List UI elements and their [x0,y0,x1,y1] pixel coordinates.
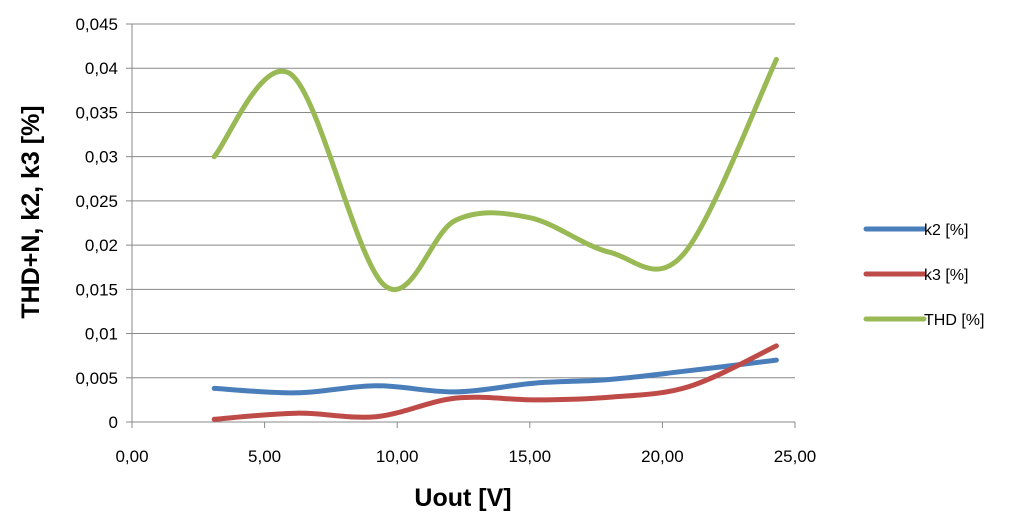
x-axis-title: Uout [V] [414,484,511,512]
grid [132,23,795,379]
y-tick-label: 0,01 [85,325,118,344]
x-tick-label: 0,00 [115,447,148,466]
y-tick-label: 0,02 [85,236,118,255]
y-tick-label: 0,03 [85,148,118,167]
y-axis-title: THD+N, k2, k3 [%] [17,105,45,318]
y-tick-label: 0,025 [75,192,118,211]
x-tick-label: 25,00 [774,447,817,466]
x-tick-label: 5,00 [248,447,281,466]
y-tick-labels: 0 0,005 0,01 0,015 0,02 0,025 0,03 0,035 0,04 0,0… [75,15,118,432]
legend-label: k2 [%] [924,222,968,239]
legend-label: THD [%] [924,312,984,329]
series-lines [211,56,779,422]
legend-label: k3 [%] [924,267,968,284]
legend: k2 [%] k3 [%] THD [%] [863,222,984,329]
x-tick-label: 10,00 [376,447,419,466]
y-tick-label: 0 [109,413,118,432]
y-tick-label: 0,005 [75,369,118,388]
x-tick-label: 20,00 [641,447,684,466]
x-tick-labels: 0,00 5,00 10,00 15,00 20,00 25,00 [115,447,816,466]
y-tick-label: 0,015 [75,280,118,299]
series-line-3 [211,56,779,292]
axes [126,23,796,428]
y-tick-label: 0,035 [75,103,118,122]
y-tick-label: 0,04 [85,59,118,78]
y-tick-label: 0,045 [75,15,118,34]
x-tick-label: 15,00 [509,447,552,466]
series-line-2 [211,343,779,422]
series-line-1 [211,357,779,396]
